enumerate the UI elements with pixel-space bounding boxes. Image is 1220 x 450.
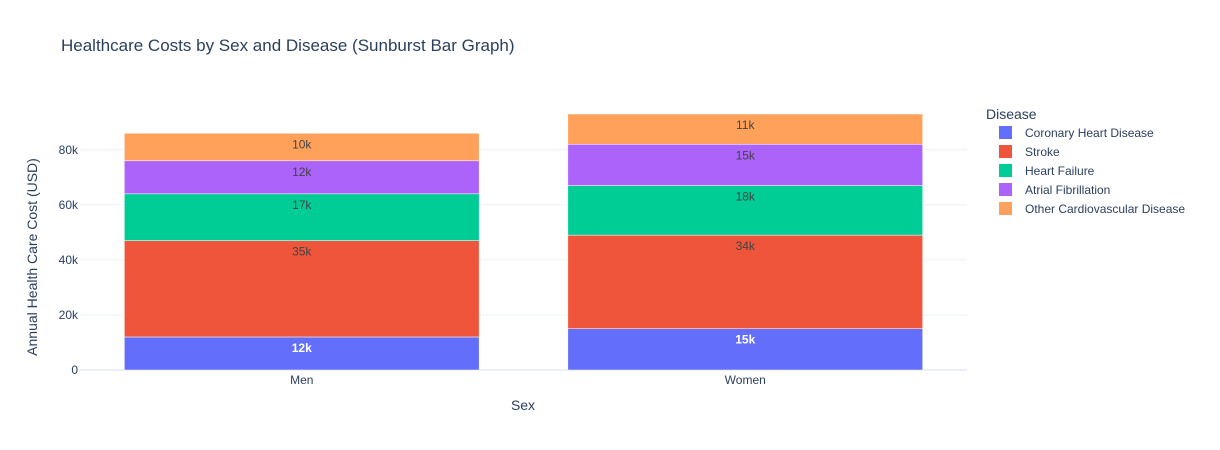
bar-value-label: 17k bbox=[292, 198, 312, 212]
x-tick-label: Women bbox=[725, 373, 766, 387]
legend-swatch[interactable] bbox=[999, 126, 1012, 139]
bar-value-label: 18k bbox=[736, 190, 756, 204]
bar-value-label: 15k bbox=[735, 333, 755, 347]
y-tick-label: 40k bbox=[59, 253, 79, 267]
y-axis-ticks: 0 20k 40k 60k 80k bbox=[59, 143, 79, 377]
legend: Disease Coronary Heart Disease Stroke Hear… bbox=[986, 106, 1185, 216]
legend-item-label[interactable]: Coronary Heart Disease bbox=[1025, 126, 1154, 140]
bar-value-label: 10k bbox=[292, 137, 312, 151]
bar-segment bbox=[567, 185, 923, 236]
bar-value-label: 12k bbox=[292, 165, 312, 179]
legend-swatch[interactable] bbox=[999, 164, 1012, 177]
legend-swatch[interactable] bbox=[999, 183, 1012, 196]
bar-value-label: 11k bbox=[736, 118, 755, 132]
bar-value-label: 12k bbox=[292, 341, 312, 355]
legend-swatch[interactable] bbox=[999, 202, 1012, 215]
legend-title: Disease bbox=[986, 106, 1037, 122]
x-tick-label: Men bbox=[290, 373, 313, 387]
bar-value-label: 35k bbox=[292, 245, 312, 259]
bar-segment bbox=[124, 133, 480, 162]
y-axis-title: Annual Health Care Cost (USD) bbox=[24, 158, 40, 356]
bar-value-label: 34k bbox=[736, 239, 756, 253]
legend-item-label[interactable]: Other Cardiovascular Disease bbox=[1025, 202, 1185, 216]
bar-segment bbox=[567, 144, 923, 186]
bar-segment bbox=[567, 234, 923, 329]
y-tick-label: 0 bbox=[71, 363, 78, 377]
legend-item-label[interactable]: Heart Failure bbox=[1025, 164, 1095, 178]
x-axis-ticks: Men Women bbox=[290, 373, 766, 387]
y-tick-label: 60k bbox=[59, 198, 79, 212]
x-axis-title: Sex bbox=[511, 397, 535, 413]
bars: 12k 35k 17k 12k 10k 15k 34k 18k 15k 11k bbox=[124, 113, 923, 371]
bar-segment bbox=[567, 113, 923, 145]
y-tick-label: 80k bbox=[59, 143, 79, 157]
bar-value-label: 15k bbox=[736, 148, 756, 162]
y-tick-label: 20k bbox=[59, 308, 79, 322]
bar-segment bbox=[124, 336, 480, 371]
legend-item-label[interactable]: Stroke bbox=[1025, 145, 1060, 159]
chart-title: Healthcare Costs by Sex and Disease (Sun… bbox=[61, 36, 515, 55]
bar-segment bbox=[124, 240, 480, 338]
legend-item-label[interactable]: Atrial Fibrillation bbox=[1025, 183, 1110, 197]
legend-swatch[interactable] bbox=[999, 145, 1012, 158]
